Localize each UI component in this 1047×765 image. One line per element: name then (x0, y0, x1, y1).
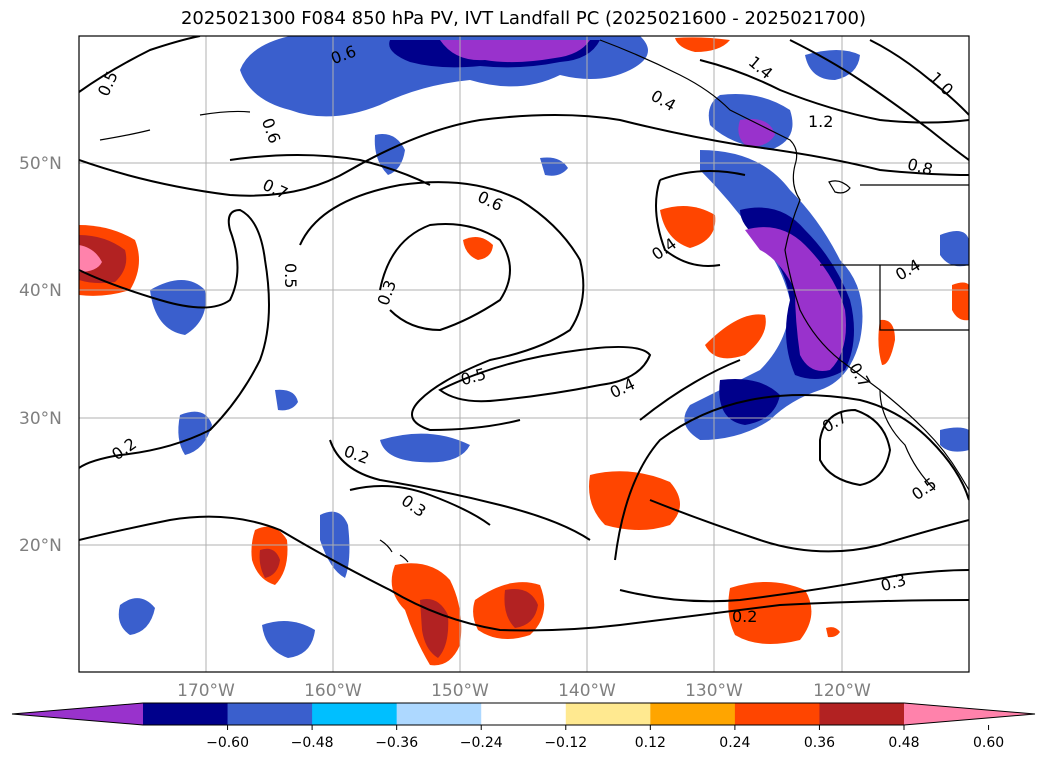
colorbar-segment (396, 703, 482, 725)
map-gridlines (79, 36, 969, 672)
lat-label: 20°N (19, 536, 62, 556)
colorbar-tick-label: 0.24 (719, 735, 750, 751)
colorbar-tick-label: −0.60 (206, 735, 249, 751)
lon-label: 140°W (558, 681, 616, 701)
colorbar-tick-label: 0.48 (888, 735, 919, 751)
colorbar-tick-label: −0.24 (460, 735, 503, 751)
colorbar-tick-label: 0.36 (804, 735, 835, 751)
colorbar-tick-label: −0.36 (375, 735, 418, 751)
latitude-labels: 50°N 40°N 30°N 20°N (19, 154, 62, 556)
coastlines (99, 39, 969, 563)
lon-label: 160°W (304, 681, 362, 701)
map-panel: 0.5 0.6 0.7 0.6 0.5 0.3 0.4 0.5 0.4 0.7 … (78, 35, 970, 673)
colorbar-segment (734, 703, 820, 725)
colorbar-segment (312, 703, 398, 725)
colorbar-outline (11, 702, 1036, 726)
lat-label: 40°N (19, 281, 62, 301)
colorbar-tick-label: 0.12 (635, 735, 666, 751)
colorbar-extend-low (12, 703, 143, 725)
contour-label: 0.5 (281, 263, 300, 288)
colorbar-tick-label: 0.60 (973, 735, 1004, 751)
lon-label: 150°W (431, 681, 489, 701)
colorbar-segment (565, 703, 651, 725)
pv-shading (79, 36, 969, 666)
lon-label: 120°W (813, 681, 871, 701)
lon-label: 130°W (685, 681, 743, 701)
colorbar-segment (143, 703, 229, 725)
map-frame (78, 35, 970, 673)
lat-label: 30°N (19, 409, 62, 429)
lat-label: 50°N (19, 154, 62, 174)
colorbar-segment (481, 703, 567, 725)
colorbar-extend-high (904, 703, 1035, 725)
colorbar: −0.60 −0.48 −0.36 −0.24 −0.12 0.12 0.24 0.36 0.4… (11, 702, 1036, 751)
colorbar-tick-label: −0.12 (544, 735, 587, 751)
contour-label: 1.2 (808, 112, 833, 131)
figure-title: 2025021300 F084 850 hPa PV, IVT Landfall… (180, 8, 867, 29)
colorbar-segment (819, 703, 905, 725)
longitude-labels: 170°W 160°W 150°W 140°W 130°W 120°W (177, 681, 871, 701)
lon-label: 170°W (177, 681, 235, 701)
colorbar-tick-label: −0.48 (291, 735, 334, 751)
pv-contours (79, 36, 969, 632)
colorbar-segment (227, 703, 313, 725)
colorbar-segment (650, 703, 736, 725)
contour-label: 0.2 (732, 607, 757, 626)
